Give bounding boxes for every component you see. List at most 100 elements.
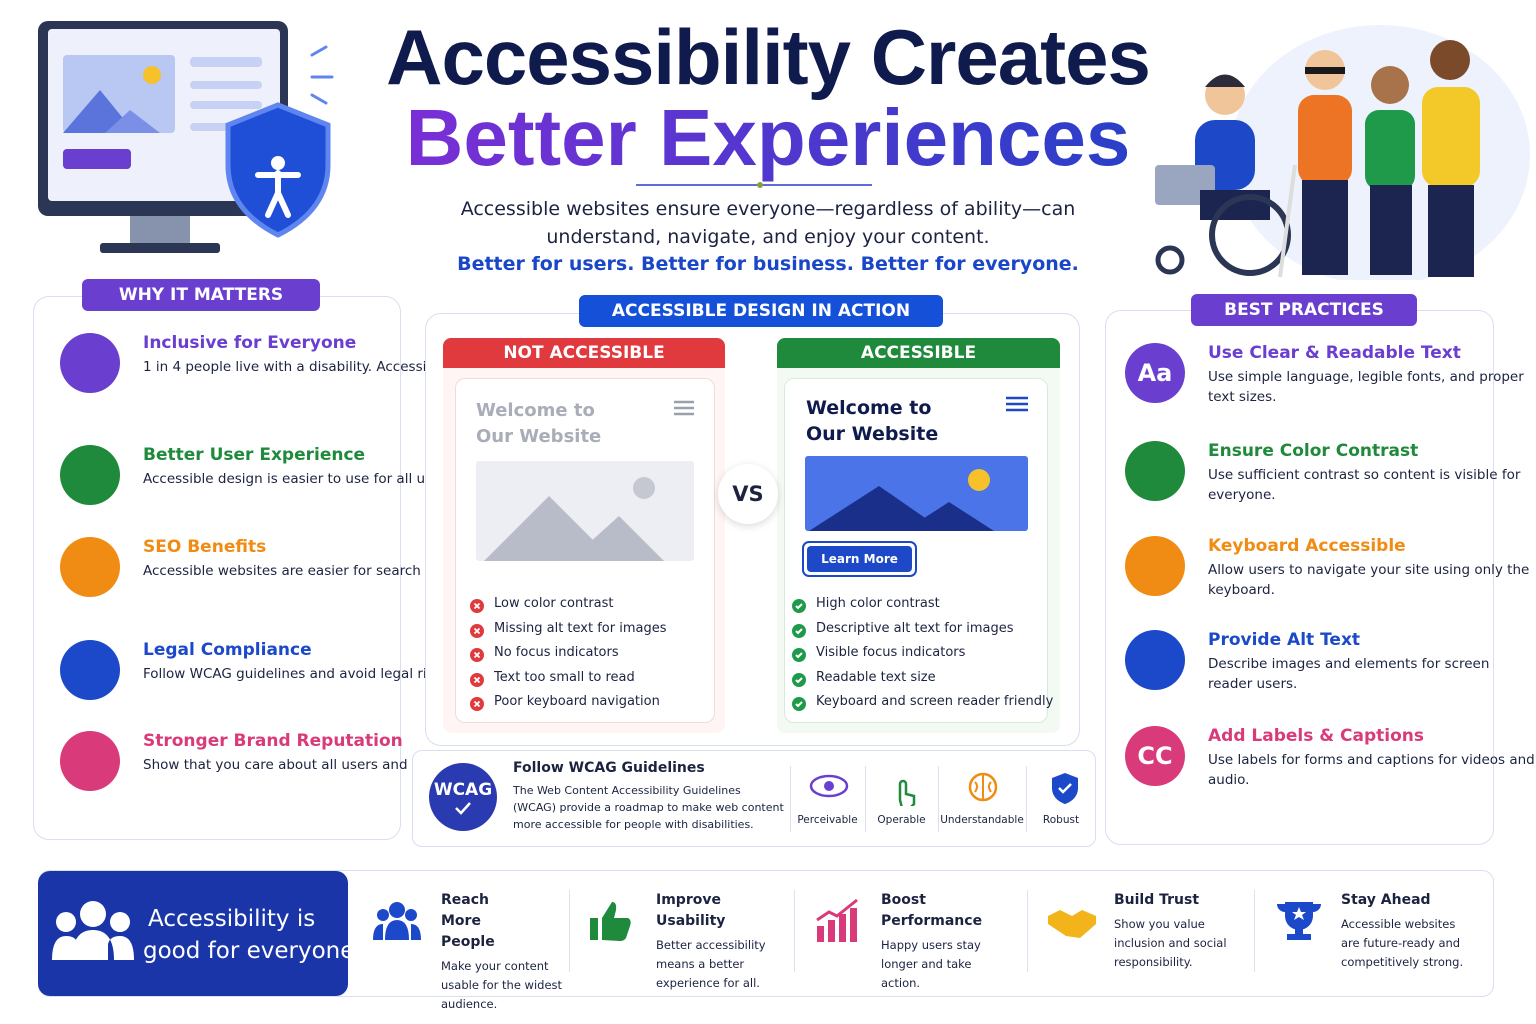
benefit-icon-part <box>828 920 835 942</box>
benefit-icon <box>1273 898 1323 948</box>
status-glyph <box>792 672 806 687</box>
principle-icon-part <box>974 774 992 800</box>
item-title: Inclusive for Everyone <box>143 333 357 353</box>
item-icon: undefined <box>60 333 120 393</box>
subtitle: Accessible websites ensure everyone—rega… <box>460 198 1076 220</box>
status-text: Readable text size <box>816 669 936 685</box>
section-heading: WHY IT MATTERS <box>82 279 320 311</box>
principle-label: Operable <box>877 814 926 826</box>
status-icon <box>470 647 484 662</box>
icon-glyph: undefined <box>1125 630 1185 690</box>
mock-line: Welcome to <box>476 400 595 421</box>
banner-line: good for everyone. <box>143 938 362 964</box>
divider <box>1254 890 1255 972</box>
status-icon <box>792 623 806 638</box>
status-icon <box>792 598 806 613</box>
section-heading: ACCESSIBLE DESIGN IN ACTION <box>579 295 943 327</box>
person-wheelchair <box>1155 74 1291 276</box>
divider <box>790 766 791 832</box>
learn-more-button[interactable]: Learn More <box>807 546 912 572</box>
good-mock-image <box>805 396 1028 531</box>
benefit-title: Improve Usability <box>656 892 726 929</box>
item-icon: undefined <box>60 731 120 791</box>
subtitle: understand, navigate, and enjoy your con… <box>546 226 990 248</box>
status-glyph <box>470 599 484 613</box>
principle-label: Understandable <box>940 814 1024 826</box>
benefit-icon-part <box>1277 902 1321 940</box>
item-title: Better User Experience <box>143 445 366 465</box>
benefit-icon-part <box>1295 928 1303 934</box>
benefit-icon-part <box>1048 910 1096 938</box>
divider <box>938 766 939 832</box>
status-text: Visible focus indicators <box>816 645 966 660</box>
benefit-title: Reach More People <box>441 892 495 950</box>
principle-icon-part <box>809 774 849 798</box>
benefit-title: Boost Performance <box>881 892 983 929</box>
status-glyph <box>792 623 806 638</box>
item-icon: Aa <box>1125 343 1185 403</box>
title: Accessibility Creates <box>386 13 1151 101</box>
item: Provide Alt Text Describe images and elem… <box>1208 630 1536 694</box>
item-title: Stronger Brand Reputation <box>143 731 403 751</box>
benefit-text: Accessible websites are future-ready and… <box>1341 917 1464 969</box>
item-text: Use sufficient contrast so content is vi… <box>1208 467 1521 503</box>
mock-line: Our Website <box>806 423 939 445</box>
monitor-illustration <box>38 21 334 253</box>
status-glyph <box>470 672 484 687</box>
benefit-icon-part <box>816 898 858 942</box>
status-icon <box>792 647 806 662</box>
check-glyph <box>455 802 471 815</box>
principle-icon-part <box>809 774 849 798</box>
principle-icon-part <box>1052 773 1078 804</box>
status-glyph <box>470 648 484 662</box>
section-heading: BEST PRACTICES <box>1191 294 1417 326</box>
item: Keyboard Accessible Allow users to naviga… <box>1208 536 1536 600</box>
status-glyph <box>470 623 484 638</box>
item-icon: undefined <box>1125 536 1185 596</box>
item-icon: undefined <box>60 537 120 597</box>
benefit-icon-part <box>590 918 598 940</box>
benefit-icon-part <box>1287 934 1311 940</box>
wcag-title: Follow WCAG Guidelines <box>513 760 705 776</box>
good-label: ACCESSIBLE <box>777 338 1060 368</box>
benefit-icon-part <box>373 920 421 940</box>
benefit-icon-part <box>816 898 858 922</box>
principle-icon <box>1045 770 1085 810</box>
item-title: Legal Compliance <box>143 640 312 660</box>
status-text: No focus indicators <box>494 645 619 660</box>
item-title: Use Clear & Readable Text <box>1208 343 1461 363</box>
icon-label: Aa <box>1137 359 1173 387</box>
status-text: High color contrast <box>816 596 940 611</box>
person-cane <box>1278 50 1352 278</box>
principle-icon-part <box>824 781 834 791</box>
wcag-text: The Web Content Accessibility Guidelines… <box>513 784 784 831</box>
bad-mock-image <box>476 400 694 561</box>
principle-icon-part <box>968 772 998 802</box>
status-icon <box>470 672 484 687</box>
item-icon: CC <box>1125 726 1185 786</box>
benefit-icon-part <box>850 908 857 942</box>
item-text: Use simple language, legible fonts, and … <box>1208 369 1524 405</box>
item-icon: undefined <box>1125 630 1185 690</box>
benefit-title: Stay Ahead <box>1341 892 1431 908</box>
people-icon <box>52 901 134 960</box>
banner-text: Accessibility is good for everyone. <box>143 903 362 967</box>
benefit-icon-part <box>839 914 846 942</box>
item: Add Labels & Captions Use labels for form… <box>1208 726 1536 790</box>
divider <box>1027 890 1028 972</box>
benefit: Build Trust Show you value inclusion and … <box>1114 890 1244 972</box>
benefit-icon-part <box>817 926 824 942</box>
bad-mock-title: Welcome to Our Website <box>476 398 601 450</box>
benefit-icon <box>373 898 423 948</box>
item: Use Clear & Readable Text Use simple lang… <box>1208 343 1536 407</box>
icon-glyph: undefined <box>1125 441 1185 501</box>
status-text: Missing alt text for images <box>494 620 667 636</box>
item-icon: undefined <box>1125 441 1185 501</box>
item-text: Allow users to navigate your site using … <box>1208 562 1530 598</box>
person-yellow <box>1422 40 1480 277</box>
icon-glyph: undefined <box>60 537 120 597</box>
banner-line: Accessibility is <box>148 906 316 932</box>
benefit-icon-part <box>1048 910 1096 938</box>
principle-label: Robust <box>1042 814 1080 826</box>
vs-badge: VS <box>718 464 778 524</box>
